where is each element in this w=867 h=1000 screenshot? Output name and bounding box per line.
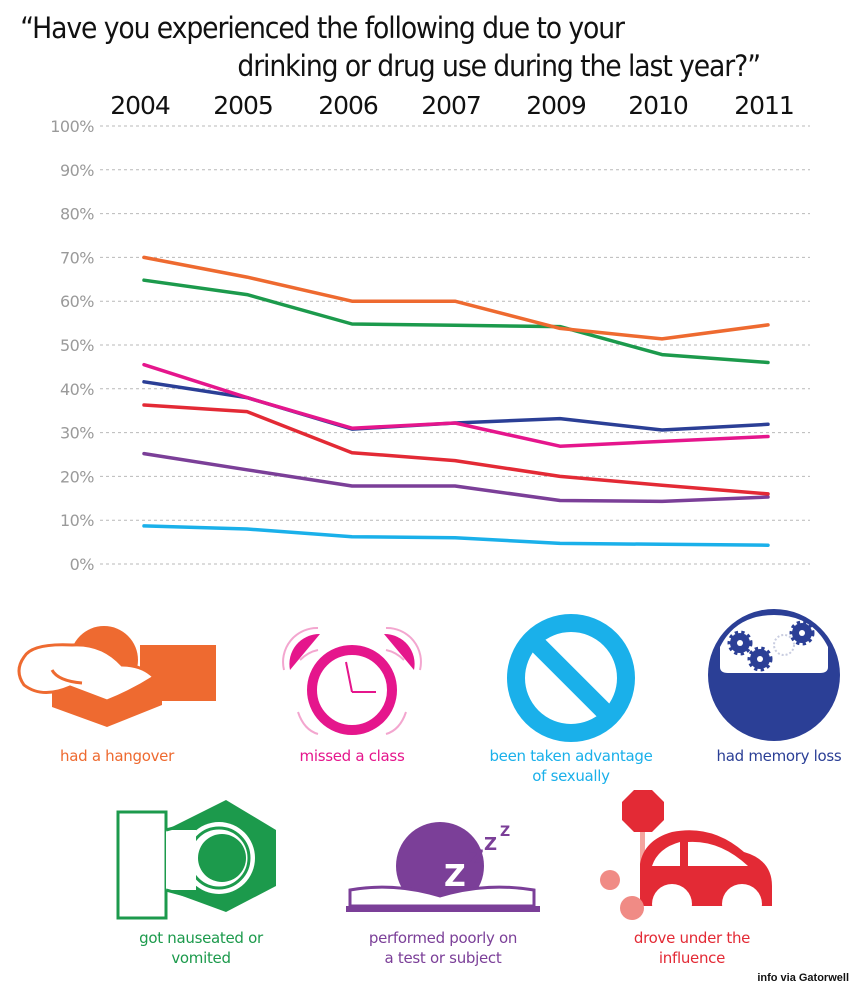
x-tick-label: 2004: [110, 91, 170, 120]
y-tick-label: 50%: [60, 336, 94, 355]
line-chart: 0%10%20%30%40%50%60%70%80%90%100% 2004 20…: [50, 91, 810, 574]
series-line-had-a-hangover: [142, 255, 770, 341]
x-tick-label: 2009: [526, 91, 586, 120]
y-tick-label: 30%: [60, 424, 94, 443]
y-tick-label: 0%: [70, 555, 95, 574]
series-line-been-taken-advantage-of-sexually: [142, 524, 770, 547]
x-tick-label: 2010: [628, 91, 688, 120]
prohibited-icon: [507, 614, 635, 742]
svg-text:Z: Z: [444, 859, 466, 894]
legend-label-memory: had memory loss: [716, 747, 842, 765]
x-tick-label: 2005: [213, 91, 273, 120]
x-tick-label: 2006: [318, 91, 378, 120]
legend-label-hangover: had a hangover: [60, 747, 174, 765]
source-credit: info via Gatorwell: [757, 972, 849, 984]
sleeping-on-book-icon: Z Z Z Z Z: [346, 822, 540, 912]
y-tick-label: 70%: [60, 248, 94, 267]
svg-text:Z: Z: [484, 834, 497, 855]
y-tick-label: 40%: [60, 380, 94, 399]
x-axis-ticks: 2004 2005 2006 2007 2009 2010 2011: [110, 91, 795, 120]
svg-text:Z: Z: [468, 847, 484, 872]
y-tick-label: 100%: [50, 117, 94, 136]
series-line-performed-poorly-on-a-test-or-subject: [142, 451, 770, 504]
car-crash-icon: [600, 790, 772, 922]
y-tick-label: 10%: [60, 511, 94, 530]
title-line-2: drinking or drug use during the last yea…: [237, 49, 761, 83]
legend-label-sexual: been taken advantage of sexually: [489, 747, 653, 785]
y-tick-label: 80%: [60, 205, 94, 224]
alarm-clock-icon: [282, 626, 422, 735]
y-tick-label: 60%: [60, 292, 94, 311]
y-tick-label: 20%: [60, 467, 94, 486]
legend-label-test: performed poorly on a test or subject: [368, 929, 518, 967]
title-line-1: “Have you experienced the following due …: [20, 11, 625, 45]
y-tick-label: 90%: [60, 161, 94, 180]
series-line-got-nauseated-or-vomited: [142, 278, 770, 365]
x-tick-label: 2007: [421, 91, 481, 120]
pillow-head-icon: [17, 626, 216, 727]
legend-label-nauseated: got nauseated or vomited: [139, 929, 263, 967]
series-line-drove-under-the-influence: [142, 403, 770, 496]
x-tick-label: 2011: [734, 91, 794, 120]
series-line-missed-a-class: [142, 362, 770, 448]
y-axis-ticks: 0% 10% 20% 30% 40% 50% 60% 70% 80% 90% 100%: [50, 117, 95, 574]
toilet-icon: [116, 800, 276, 920]
series-lines: [142, 255, 770, 547]
legend-label-missed-class: missed a class: [299, 747, 405, 765]
svg-text:Z: Z: [500, 824, 510, 840]
legend-label-drove: drove under the influence: [633, 929, 751, 967]
brain-gears-icon: [708, 609, 840, 741]
